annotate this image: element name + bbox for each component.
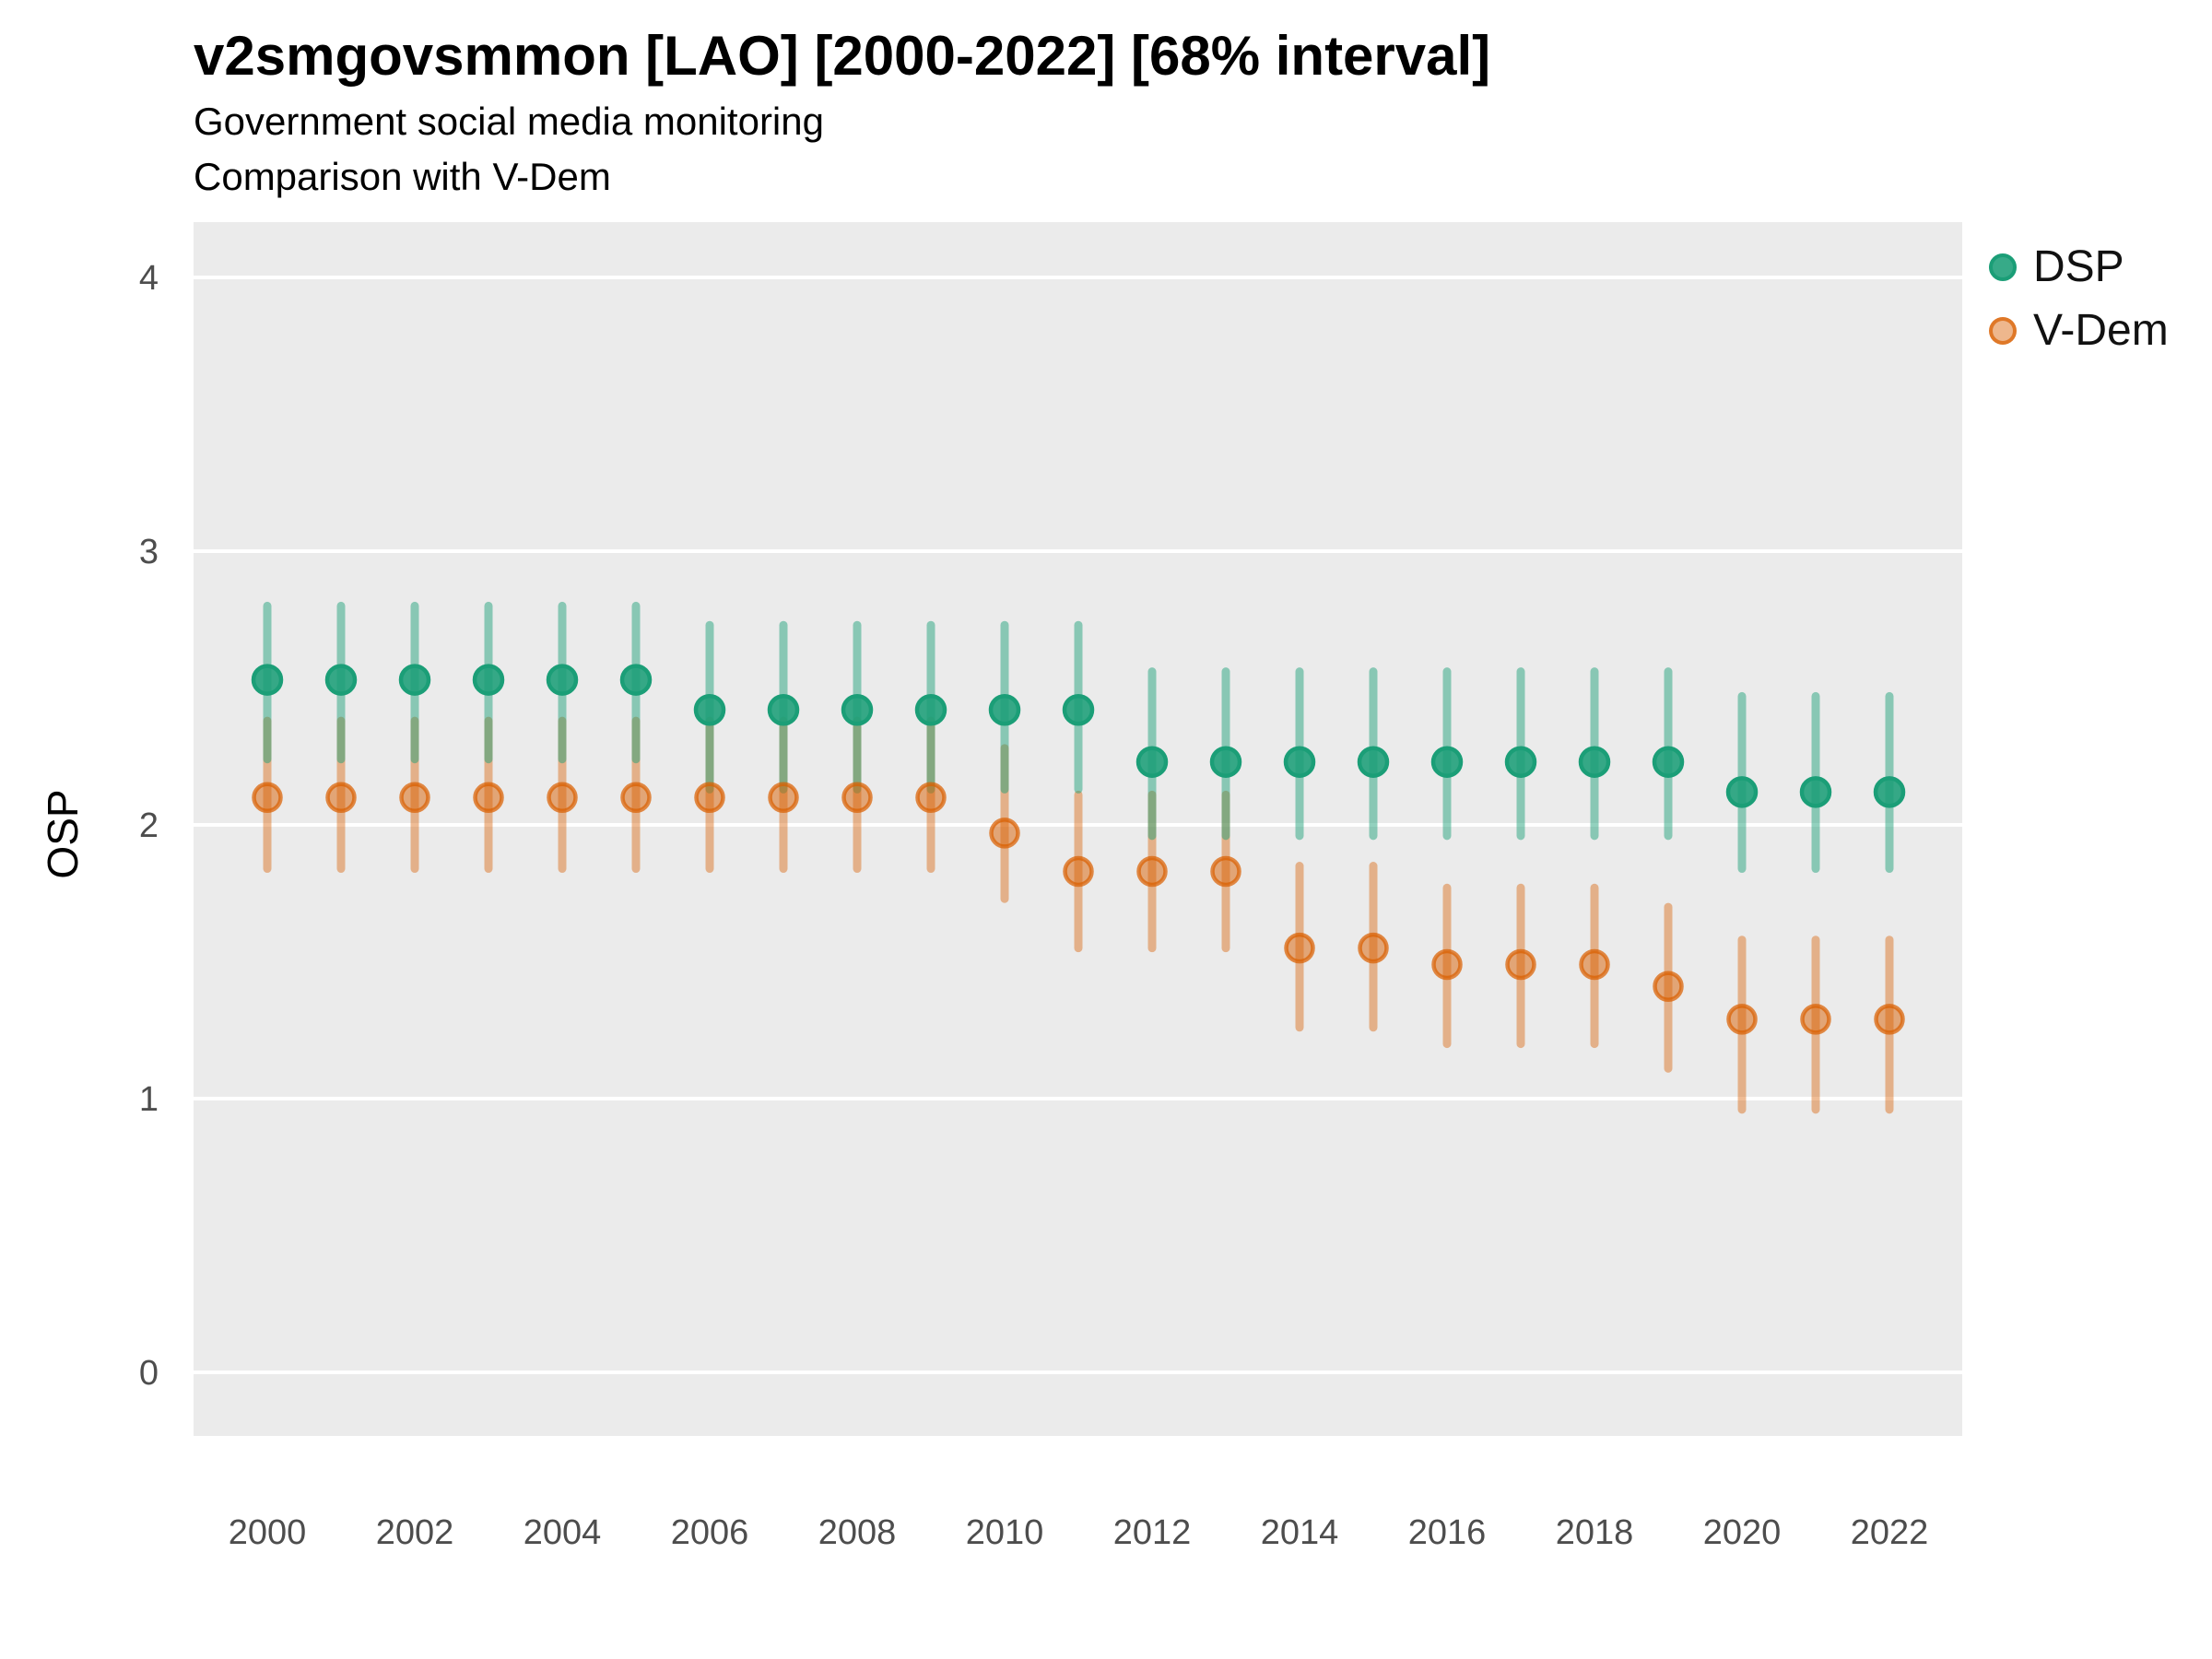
dsp-point-2019 — [1652, 746, 1685, 778]
vdem-point-2022 — [1874, 1004, 1905, 1035]
vdem-point-2004 — [547, 782, 578, 814]
x-tick-label-2006: 2006 — [671, 1513, 749, 1552]
dsp-point-2014 — [1283, 746, 1316, 778]
dsp-point-2007 — [767, 694, 800, 726]
dsp-point-2015 — [1357, 746, 1390, 778]
x-tick-label-2020: 2020 — [1703, 1513, 1782, 1552]
x-tick-label-2014: 2014 — [1261, 1513, 1339, 1552]
x-tick-label-2008: 2008 — [818, 1513, 897, 1552]
dsp-point-icon — [1989, 253, 2017, 281]
dsp-point-2020 — [1725, 776, 1759, 808]
dsp-point-2013 — [1209, 746, 1242, 778]
vdem-point-2016 — [1431, 948, 1463, 981]
legend-item-vdem: V-Dem — [1989, 305, 2169, 356]
dsp-point-2017 — [1504, 746, 1537, 778]
dsp-point-2010 — [988, 694, 1021, 726]
legend-item-dsp: DSP — [1989, 241, 2169, 292]
vdem-point-2001 — [325, 782, 357, 814]
vdem-point-2015 — [1358, 932, 1389, 964]
vdem-point-icon — [1989, 316, 2017, 345]
x-tick-label-2004: 2004 — [524, 1513, 602, 1552]
vdem-point-2006 — [694, 782, 725, 814]
chart-subtitle-1: Government social media monitoring — [194, 100, 824, 143]
vdem-point-2012 — [1136, 855, 1168, 888]
vdem-point-2017 — [1505, 948, 1536, 981]
dsp-point-2003 — [472, 664, 505, 696]
dsp-point-2005 — [619, 664, 653, 696]
y-tick-label-2: 2 — [139, 806, 159, 845]
vdem-point-2011 — [1063, 855, 1094, 888]
y-tick-label-3: 3 — [139, 533, 159, 571]
chart-subtitle-2: Comparison with V-Dem — [194, 155, 611, 198]
vdem-point-2007 — [768, 782, 799, 814]
dsp-point-2000 — [251, 664, 284, 696]
dsp-point-2006 — [693, 694, 726, 726]
x-tick-label-2000: 2000 — [229, 1513, 307, 1552]
vdem-point-2021 — [1800, 1004, 1831, 1035]
dsp-point-2011 — [1062, 694, 1095, 726]
dsp-point-2004 — [546, 664, 579, 696]
legend-label-dsp: DSP — [2033, 242, 2124, 291]
x-tick-label-2010: 2010 — [966, 1513, 1044, 1552]
vdem-point-2002 — [399, 782, 430, 814]
vdem-point-2005 — [620, 782, 652, 814]
vdem-point-2020 — [1726, 1004, 1758, 1035]
vdem-point-2008 — [841, 782, 873, 814]
vdem-point-2003 — [473, 782, 504, 814]
vdem-point-2013 — [1210, 855, 1241, 888]
vdem-point-2014 — [1284, 932, 1315, 964]
legend: DSP V-Dem — [1989, 241, 2169, 356]
y-tick-label-0: 0 — [139, 1354, 159, 1393]
x-tick-label-2002: 2002 — [376, 1513, 454, 1552]
dsp-point-2016 — [1430, 746, 1464, 778]
dsp-point-2009 — [914, 694, 947, 726]
dsp-point-2018 — [1578, 746, 1611, 778]
x-tick-label-2016: 2016 — [1408, 1513, 1487, 1552]
vdem-point-2009 — [915, 782, 947, 814]
chart-title: v2smgovsmmon [LAO] [2000-2022] [68% inte… — [194, 25, 1491, 87]
vdem-point-2019 — [1653, 971, 1684, 1002]
legend-label-vdem: V-Dem — [2033, 306, 2169, 355]
x-tick-label-2018: 2018 — [1556, 1513, 1634, 1552]
panel-background — [194, 222, 1962, 1436]
vdem-point-2000 — [252, 782, 283, 814]
dsp-point-2008 — [841, 694, 874, 726]
dsp-point-2022 — [1873, 776, 1906, 808]
vdem-point-2018 — [1579, 948, 1610, 981]
dsp-point-2021 — [1799, 776, 1832, 808]
vdem-point-2010 — [989, 818, 1020, 849]
x-tick-label-2012: 2012 — [1113, 1513, 1192, 1552]
dsp-point-2012 — [1135, 746, 1169, 778]
dsp-point-2002 — [398, 664, 431, 696]
dsp-point-2001 — [324, 664, 358, 696]
x-tick-label-2022: 2022 — [1851, 1513, 1929, 1552]
y-tick-label-1: 1 — [139, 1080, 159, 1119]
y-tick-label-4: 4 — [139, 259, 159, 298]
